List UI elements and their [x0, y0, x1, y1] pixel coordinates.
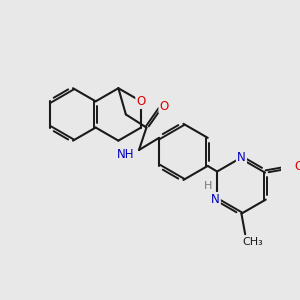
Text: CH₃: CH₃	[242, 237, 263, 247]
Text: O: O	[136, 95, 146, 108]
Text: O: O	[295, 160, 300, 173]
Text: N: N	[237, 151, 246, 164]
Text: O: O	[160, 100, 169, 112]
Text: N: N	[211, 193, 220, 206]
Text: NH: NH	[117, 148, 135, 161]
Text: H: H	[204, 182, 212, 191]
